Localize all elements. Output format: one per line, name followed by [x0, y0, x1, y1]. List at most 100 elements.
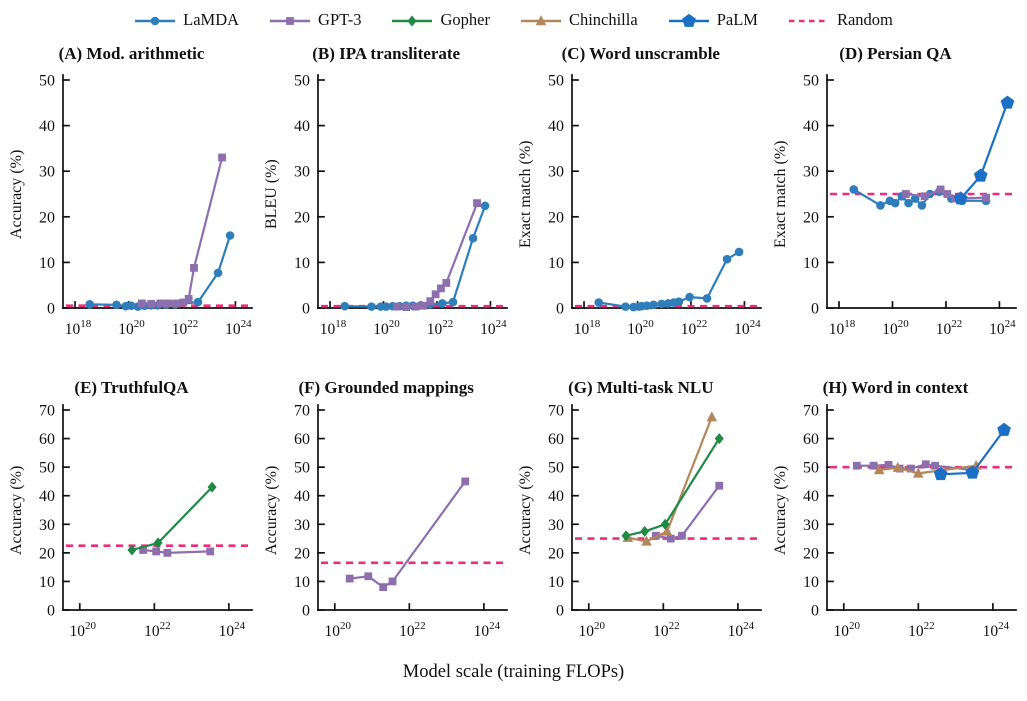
- gpt-3-square-marker: [206, 547, 215, 556]
- lamda-circle-marker: [448, 297, 457, 307]
- x-tick-label: 1024: [728, 620, 755, 640]
- y-tick-label: 20: [548, 545, 564, 562]
- y-tick-label: 30: [548, 517, 564, 534]
- y-tick-label: 20: [39, 545, 55, 562]
- y-tick-label: 40: [548, 118, 564, 135]
- legend-item-random: Random: [788, 10, 893, 30]
- palm-pentagon-marker: [953, 191, 968, 205]
- y-tick-label: 70: [803, 403, 819, 420]
- y-tick-label: 10: [39, 255, 55, 272]
- x-tick-label: 1020: [324, 620, 351, 640]
- lamda-circle-marker: [890, 198, 900, 208]
- y-tick-label: 0: [302, 301, 310, 318]
- y-tick-label: 10: [548, 574, 564, 591]
- gpt-3-square-marker: [901, 190, 910, 198]
- panel-row-bottom: (E) TruthfulQA Accuracy (%) 0 10 20 30 40 50 6…: [0, 376, 1027, 654]
- gpt-3-square-marker: [431, 290, 440, 299]
- y-tick-label: 40: [39, 118, 55, 135]
- panel-b-title: (B) IPA transliterate: [312, 44, 461, 63]
- gopher-diamond-marker: [207, 481, 217, 493]
- legend-item-gpt3: GPT-3: [269, 10, 361, 30]
- gpt-3-square-marker: [388, 577, 397, 586]
- y-tick-label: 20: [294, 209, 310, 226]
- gopher-diamond-marker: [640, 525, 650, 537]
- gopher-diamond-marker: [621, 530, 631, 542]
- lamda-circle-marker: [674, 297, 684, 306]
- y-tick-label: 70: [548, 403, 564, 420]
- gpt-3-square-marker: [179, 298, 188, 307]
- x-tick-label: 1022: [936, 318, 963, 338]
- x-tick-label: 1022: [908, 620, 935, 640]
- axes: [571, 404, 763, 611]
- gpt-3-line: [656, 485, 721, 540]
- gpt-3-square-marker: [184, 294, 193, 303]
- gpt-3-square-marker: [139, 546, 148, 554]
- gpt3-marker-icon: [269, 13, 311, 27]
- panel-h-title: (H) Word in context: [822, 378, 969, 397]
- y-tick-label: 50: [294, 460, 310, 477]
- panel-f-title: (F) Grounded mappings: [298, 378, 474, 397]
- gopher-diamond-marker: [715, 433, 725, 445]
- gpt-3-square-marker: [667, 534, 675, 543]
- series-gopher: [621, 433, 725, 542]
- y-tick-label: 20: [39, 209, 55, 226]
- lamda-circle-marker: [621, 302, 631, 311]
- y-tick-label: 30: [548, 164, 564, 181]
- palm-pentagon-marker: [933, 467, 948, 481]
- gpt-3-square-marker: [982, 193, 990, 202]
- panel-d-y-axis-label: Exact match (%): [771, 140, 789, 248]
- gpt-3-square-marker: [715, 481, 724, 490]
- y-tick-label: 20: [803, 545, 819, 562]
- lamda-line: [598, 250, 740, 309]
- series-gpt-3: [345, 477, 469, 592]
- legend-label-chinchilla: Chinchilla: [568, 10, 638, 29]
- series-lamda: [594, 247, 744, 312]
- lamda-circle-marker: [657, 299, 667, 309]
- gpt-3-square-marker: [147, 299, 156, 308]
- x-tick-label: 1020: [882, 318, 909, 338]
- chinchilla-triangle-marker: [641, 535, 653, 546]
- axes: [571, 74, 763, 309]
- lamda-circle-marker: [594, 298, 604, 307]
- palm-line: [959, 102, 1009, 200]
- x-tick-label: 1020: [628, 318, 655, 338]
- axes: [316, 404, 508, 611]
- y-tick-label: 30: [803, 164, 819, 181]
- x-tick-label: 1024: [983, 620, 1010, 640]
- panel-c-title: (C) Word unscramble: [561, 44, 720, 63]
- x-tick-label: 1022: [653, 620, 680, 640]
- panel-a-y-axis-label: Accuracy (%): [8, 149, 25, 239]
- palm-pentagon-marker: [1000, 95, 1015, 109]
- palm-legend-marker: [681, 13, 696, 27]
- gpt-3-square-marker: [163, 548, 172, 557]
- palm-marker-icon: [668, 13, 710, 27]
- random-dashed-line-icon: [788, 13, 830, 27]
- chinchilla-triangle-marker: [913, 467, 924, 478]
- lamda-circle-marker: [480, 201, 490, 211]
- y-tick-label: 10: [548, 255, 564, 272]
- panel-h: (H) Word in context Accuracy (%) 0 10 20 30…: [769, 376, 1022, 654]
- y-tick-label: 40: [548, 488, 564, 505]
- x-tick-label: 1022: [426, 318, 453, 338]
- lamda-circle-marker: [225, 231, 235, 240]
- y-tick-label: 40: [294, 118, 310, 135]
- x-tick-label: 1018: [319, 318, 346, 338]
- gpt-3-square-marker: [419, 301, 428, 310]
- x-tick-label: 1020: [833, 620, 860, 640]
- lamda-circle-marker: [126, 301, 136, 311]
- gpt-3-square-marker: [936, 185, 945, 194]
- axes: [826, 404, 1017, 611]
- panel-row-top: (A) Mod. arithmetic Accuracy (%) 0 10 20 30…: [0, 42, 1027, 352]
- x-tick-label: 1020: [373, 318, 400, 338]
- gpt-3-square-marker: [931, 461, 939, 470]
- y-tick-label: 30: [294, 517, 310, 534]
- lamda-circle-marker: [340, 301, 349, 311]
